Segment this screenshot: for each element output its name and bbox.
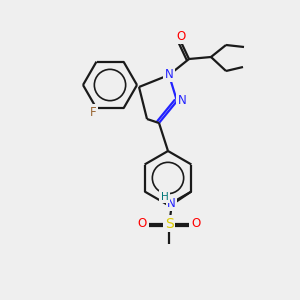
Text: H: H <box>160 191 168 202</box>
Text: O: O <box>138 217 147 230</box>
Text: F: F <box>90 106 97 119</box>
Text: O: O <box>192 217 201 230</box>
Text: O: O <box>176 29 186 43</box>
Text: S: S <box>165 217 174 230</box>
Text: N: N <box>165 68 173 80</box>
Text: N: N <box>178 94 186 107</box>
Text: N: N <box>167 197 176 210</box>
